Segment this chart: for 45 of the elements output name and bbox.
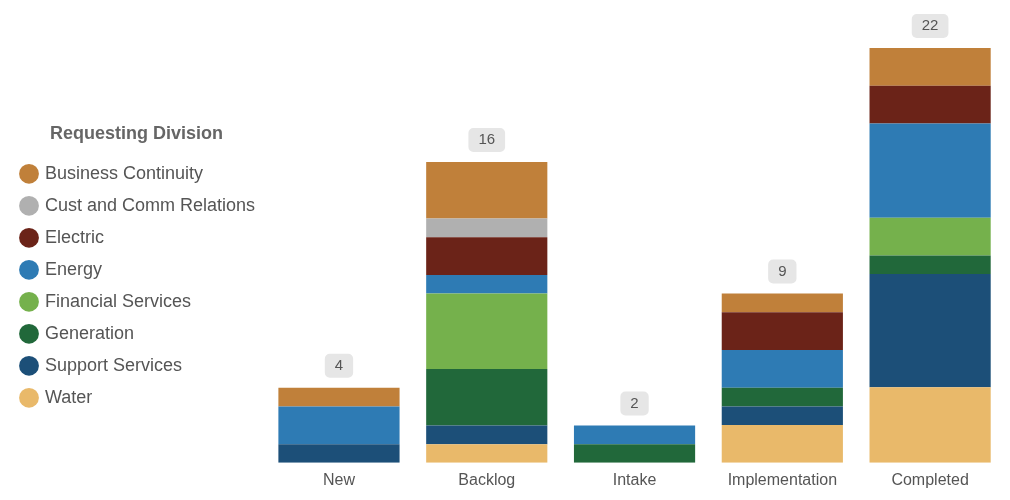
bar: [869, 48, 991, 86]
bar: [721, 349, 843, 388]
bar: [869, 217, 991, 256]
legend-label: Water: [45, 386, 93, 407]
annotation: 4: [334, 355, 344, 373]
legend-label: Cust and Comm Relations: [45, 194, 256, 215]
bar: [426, 369, 548, 426]
bar: [426, 293, 548, 370]
bar: [426, 425, 548, 445]
bar: [869, 387, 991, 463]
bar: [869, 274, 991, 388]
bar: [426, 274, 548, 294]
bar: [573, 444, 696, 463]
bar: [869, 123, 991, 218]
bar: [721, 293, 843, 313]
bar: [278, 444, 400, 463]
bar: [869, 85, 991, 124]
bar: [573, 425, 696, 445]
bar: [426, 444, 548, 463]
bar: [869, 255, 991, 275]
x-tick-label: Implementation: [727, 470, 838, 488]
bar: [721, 406, 843, 426]
annotation: 16: [478, 130, 496, 148]
legend-title: Requesting Division: [50, 123, 224, 144]
bar: [426, 162, 548, 219]
legend-label: Electric: [45, 226, 105, 247]
x-tick-label: New: [322, 470, 356, 488]
annotation: 22: [921, 16, 939, 34]
x-tick-label: Intake: [612, 470, 657, 488]
legend-label: Financial Services: [45, 290, 192, 311]
x-tick-label: Completed: [891, 470, 969, 488]
bar: [721, 425, 843, 463]
annotation: 9: [778, 261, 787, 279]
legend-label: Business Continuity: [45, 162, 204, 183]
bar: [721, 387, 843, 407]
bar: [721, 312, 843, 350]
bar: [426, 218, 548, 238]
legend-label: Support Services: [45, 354, 183, 375]
bar: [278, 387, 400, 407]
legend-label: Energy: [45, 258, 103, 279]
legend-label: Generation: [45, 322, 135, 343]
bar: [278, 406, 400, 445]
bar: [426, 237, 548, 275]
x-tick-label: Backlog: [458, 470, 516, 488]
annotation: 2: [630, 393, 639, 411]
